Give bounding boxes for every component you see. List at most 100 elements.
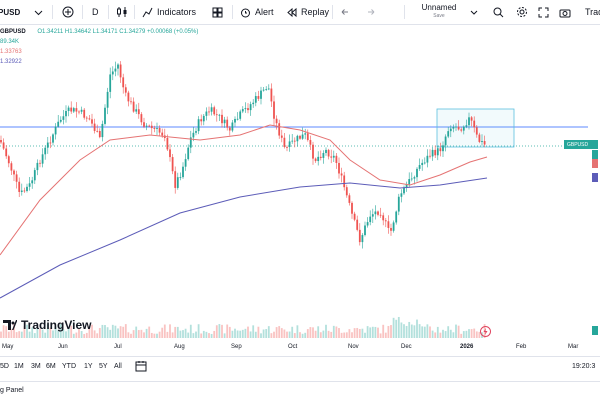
tradingview-logo[interactable]: TradingView	[3, 318, 91, 332]
symbol-dropdown[interactable]	[34, 0, 43, 24]
range-button-6m[interactable]: 6M	[46, 363, 56, 370]
volume-bar	[166, 331, 169, 338]
layout-grid-button[interactable]	[212, 0, 223, 24]
candle-body	[278, 123, 281, 136]
lightning-button[interactable]	[480, 324, 491, 342]
candle-body	[54, 126, 57, 135]
replay-button[interactable]: Replay	[286, 0, 329, 24]
volume-bar	[205, 331, 208, 338]
interval-button[interactable]: D	[92, 0, 99, 24]
volume-bar	[442, 329, 444, 338]
panel-tab[interactable]: g Panel	[0, 387, 24, 394]
volume-bar	[249, 331, 252, 338]
candle-body	[205, 111, 208, 116]
volume-bar	[322, 330, 325, 338]
indicators-icon	[142, 7, 153, 17]
volume-bar	[197, 324, 200, 338]
volume-bar	[400, 322, 403, 338]
volume-bar	[122, 326, 125, 338]
volume-bar	[231, 330, 234, 338]
range-button-1m[interactable]: 1M	[14, 363, 24, 370]
layout-save-status: Save	[433, 13, 445, 19]
candle-body	[49, 142, 52, 144]
logo-text: TradingView	[21, 318, 92, 332]
candle-body	[356, 219, 359, 230]
volume-bar	[293, 333, 296, 338]
volume-bar	[392, 317, 395, 338]
candle-body	[247, 108, 249, 111]
candle-body	[470, 117, 473, 121]
time-axis[interactable]: May Jun Jul Aug Sep Oct Nov Dec 2026 Feb Mar	[0, 342, 600, 354]
candle-body	[371, 214, 374, 217]
chart-type-button[interactable]	[116, 0, 128, 24]
volume-bar	[312, 327, 314, 338]
goto-date-button[interactable]	[135, 360, 147, 374]
volume-bar	[257, 326, 260, 338]
top-toolbar: GBPUSD D Indicators Alert Replay Unnamed	[0, 0, 600, 25]
volume-bar	[101, 324, 104, 338]
undo-button[interactable]	[340, 0, 350, 24]
candle-body	[312, 144, 314, 159]
search-button[interactable]	[493, 0, 504, 24]
candle-body	[449, 128, 452, 132]
candle-body	[379, 214, 382, 216]
volume-bar	[270, 333, 273, 338]
settings-button[interactable]	[516, 0, 528, 24]
volume-bar	[117, 328, 119, 338]
candle-body	[44, 147, 47, 155]
candle-body	[345, 187, 348, 196]
candle-body	[145, 125, 148, 127]
volume-bar	[416, 319, 418, 338]
candle-body	[410, 178, 413, 180]
candle-body	[23, 190, 26, 192]
volume-bar	[109, 329, 112, 338]
volume-bar	[343, 332, 346, 338]
range-button-ytd[interactable]: YTD	[62, 363, 76, 370]
range-button-1y[interactable]: 1Y	[84, 363, 93, 370]
volume-bar	[221, 324, 223, 338]
compare-button[interactable]	[62, 0, 74, 24]
snapshot-button[interactable]	[559, 0, 571, 24]
volume-bar	[33, 333, 36, 338]
volume-bar	[85, 332, 88, 338]
volume-bar	[124, 324, 127, 338]
trade-button[interactable]: Trad	[585, 0, 600, 24]
candle-body	[473, 120, 476, 128]
candle-body	[330, 156, 333, 158]
candle-body	[387, 221, 390, 228]
ma-badge-blue	[592, 173, 598, 182]
candle-body	[366, 222, 369, 226]
volume-bar	[150, 332, 153, 338]
volume-bar	[83, 333, 86, 338]
range-button-3m[interactable]: 3M	[31, 363, 41, 370]
volume-bar	[137, 330, 140, 338]
volume-bar	[49, 327, 52, 338]
range-button-5d[interactable]: 5D	[0, 363, 9, 370]
alert-button[interactable]: Alert	[240, 0, 274, 24]
candle-body	[98, 131, 101, 138]
volume-bar	[0, 331, 2, 338]
candle-body	[275, 118, 278, 124]
time-axis-label: May	[2, 344, 14, 350]
redo-button[interactable]	[366, 0, 376, 24]
volume-bar	[200, 333, 203, 338]
range-button-all[interactable]: All	[114, 363, 122, 370]
price-chart[interactable]	[0, 25, 600, 356]
range-button-5y[interactable]: 5Y	[99, 363, 108, 370]
symbol-button[interactable]: GBPUSD	[0, 0, 20, 24]
volume-bar	[140, 329, 143, 338]
layout-name-button[interactable]: Unnamed Save	[412, 0, 478, 24]
volume-bar	[213, 330, 216, 338]
candle-body	[169, 149, 171, 158]
candle-body	[343, 175, 346, 188]
volume-bar	[228, 326, 231, 338]
volume-bar	[439, 332, 442, 338]
trade-label: Trad	[585, 7, 600, 17]
volume-bar	[176, 326, 179, 338]
indicators-button[interactable]: Indicators	[142, 0, 196, 24]
candle-body	[127, 92, 130, 102]
fullscreen-button[interactable]	[538, 0, 549, 24]
volume-bar	[473, 328, 476, 338]
volume-bar	[135, 326, 138, 338]
volume-bar	[478, 331, 481, 338]
